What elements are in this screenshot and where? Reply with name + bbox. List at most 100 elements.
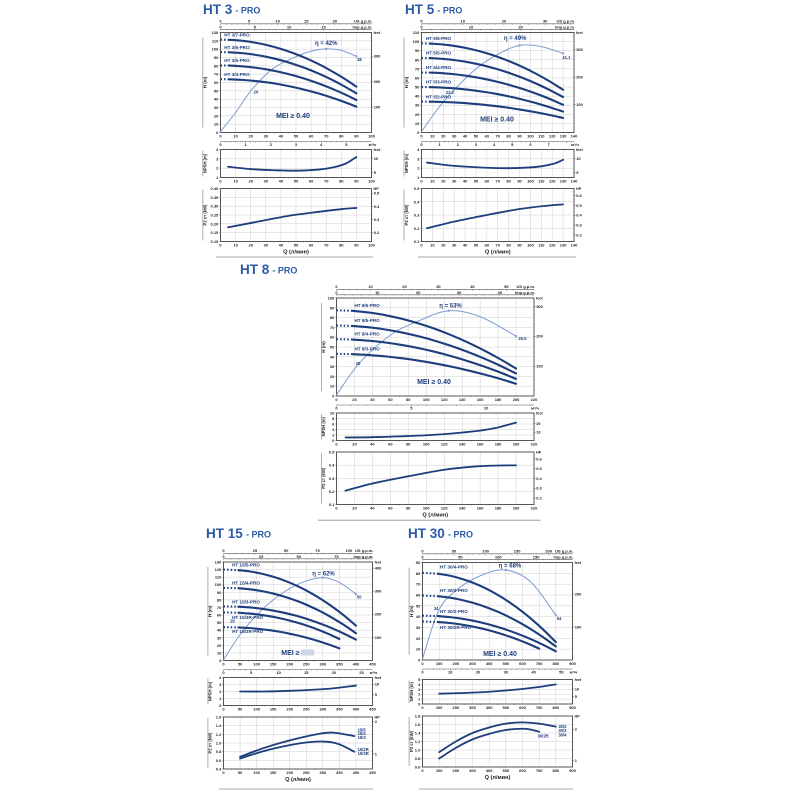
svg-text:4: 4 — [320, 142, 323, 147]
svg-text:0: 0 — [421, 705, 424, 710]
svg-text:10: 10 — [275, 19, 280, 24]
svg-text:80: 80 — [506, 243, 511, 248]
svg-text:0.4: 0.4 — [576, 213, 582, 218]
svg-text:feet: feet — [575, 561, 582, 565]
svg-text:8: 8 — [332, 416, 335, 421]
svg-text:0: 0 — [332, 438, 335, 443]
svg-text:HT 15: HT 15 — [206, 526, 243, 541]
svg-text:0.6: 0.6 — [536, 456, 542, 461]
svg-text:80: 80 — [406, 397, 411, 402]
svg-text:0: 0 — [219, 179, 222, 184]
svg-text:0: 0 — [420, 24, 423, 29]
svg-text:50: 50 — [297, 554, 302, 559]
svg-text:100: 100 — [482, 549, 489, 554]
svg-text:130: 130 — [215, 560, 222, 565]
svg-text:34: 34 — [434, 606, 439, 611]
svg-text:HT 5: HT 5 — [405, 2, 435, 17]
svg-text:10: 10 — [536, 430, 541, 435]
svg-text:Imp.g.p.m.: Imp.g.p.m. — [554, 554, 574, 559]
svg-text:η = 53%: η = 53% — [439, 303, 462, 309]
svg-text:50: 50 — [214, 88, 219, 93]
svg-text:700: 700 — [536, 768, 543, 773]
svg-text:30/4: 30/4 — [558, 732, 567, 737]
svg-text:160: 160 — [477, 397, 484, 402]
svg-text:40: 40 — [217, 628, 222, 633]
svg-text:90: 90 — [214, 55, 219, 60]
svg-text:0: 0 — [222, 548, 225, 553]
svg-text:4: 4 — [493, 142, 496, 147]
svg-text:80: 80 — [339, 243, 344, 248]
svg-text:200: 200 — [374, 79, 381, 84]
svg-text:1: 1 — [245, 142, 248, 147]
svg-text:0.10: 0.10 — [211, 239, 220, 244]
svg-text:250: 250 — [303, 770, 310, 775]
svg-text:20: 20 — [536, 421, 541, 426]
svg-text:20: 20 — [352, 506, 357, 511]
svg-text:400: 400 — [353, 707, 360, 712]
svg-text:300: 300 — [469, 705, 476, 710]
svg-text:40: 40 — [370, 397, 375, 402]
svg-text:90: 90 — [517, 243, 522, 248]
svg-text:120: 120 — [212, 30, 219, 35]
svg-text:0.3: 0.3 — [374, 217, 380, 222]
svg-text:100: 100 — [368, 134, 375, 139]
svg-text:15/3R: 15/3R — [358, 751, 369, 756]
svg-text:41.1: 41.1 — [562, 55, 571, 60]
svg-text:1: 1 — [417, 175, 420, 180]
svg-text:40: 40 — [279, 243, 284, 248]
svg-text:100: 100 — [215, 582, 222, 587]
svg-text:150: 150 — [514, 549, 521, 554]
svg-text:220: 220 — [531, 506, 538, 511]
svg-text:50: 50 — [330, 345, 335, 350]
svg-text:US g.p.m.: US g.p.m. — [517, 284, 535, 289]
svg-text:100: 100 — [423, 442, 430, 447]
svg-text:0.6: 0.6 — [576, 193, 582, 198]
svg-text:1: 1 — [418, 697, 421, 702]
svg-text:0: 0 — [417, 130, 420, 135]
svg-text:30: 30 — [452, 134, 457, 139]
svg-text:70: 70 — [415, 66, 420, 71]
svg-text:60: 60 — [309, 179, 314, 184]
svg-text:60: 60 — [415, 75, 420, 80]
svg-text:500: 500 — [502, 661, 509, 666]
svg-text:HP: HP — [375, 716, 381, 720]
svg-text:100: 100 — [253, 707, 260, 712]
svg-text:MEI ≥: MEI ≥ — [281, 650, 299, 657]
svg-text:US g.p.m.: US g.p.m. — [555, 549, 573, 554]
svg-text:50: 50 — [474, 243, 479, 248]
svg-text:0.3: 0.3 — [536, 486, 542, 491]
svg-text:Q (л/мин): Q (л/мин) — [285, 777, 311, 783]
svg-text:160: 160 — [477, 442, 484, 447]
svg-text:feet: feet — [375, 676, 382, 680]
svg-text:1.4: 1.4 — [216, 723, 222, 728]
svg-text:3: 3 — [216, 156, 219, 161]
svg-text:700: 700 — [536, 705, 543, 710]
svg-text:80: 80 — [217, 597, 222, 602]
svg-text:0: 0 — [335, 506, 338, 511]
svg-text:60: 60 — [485, 243, 490, 248]
svg-text:300: 300 — [319, 707, 326, 712]
svg-text:40: 40 — [416, 614, 421, 619]
svg-text:HT 5/3-PRO: HT 5/3-PRO — [426, 79, 452, 84]
svg-text:80: 80 — [406, 442, 411, 447]
svg-text:150: 150 — [270, 770, 277, 775]
svg-text:feet: feet — [576, 31, 583, 35]
svg-text:300: 300 — [374, 54, 381, 59]
svg-text:60: 60 — [388, 506, 393, 511]
svg-text:300: 300 — [319, 770, 326, 775]
svg-text:HT 3/4-PRO: HT 3/4-PRO — [224, 72, 250, 77]
svg-text:0: 0 — [421, 554, 424, 559]
svg-text:110: 110 — [538, 179, 545, 184]
svg-text:150: 150 — [533, 554, 540, 559]
svg-text:NPSH (m): NPSH (m) — [409, 681, 414, 701]
svg-text:HP: HP — [536, 451, 542, 455]
svg-text:90: 90 — [416, 560, 421, 565]
svg-text:1.6: 1.6 — [216, 715, 222, 720]
svg-text:600: 600 — [519, 705, 526, 710]
svg-text:400: 400 — [353, 770, 360, 775]
svg-text:0.3: 0.3 — [329, 476, 335, 481]
svg-text:300: 300 — [469, 661, 476, 666]
svg-text:HT 15/4-PRO: HT 15/4-PRO — [232, 581, 260, 586]
svg-text:0: 0 — [219, 658, 222, 663]
svg-text:H (m): H (m) — [404, 76, 409, 88]
